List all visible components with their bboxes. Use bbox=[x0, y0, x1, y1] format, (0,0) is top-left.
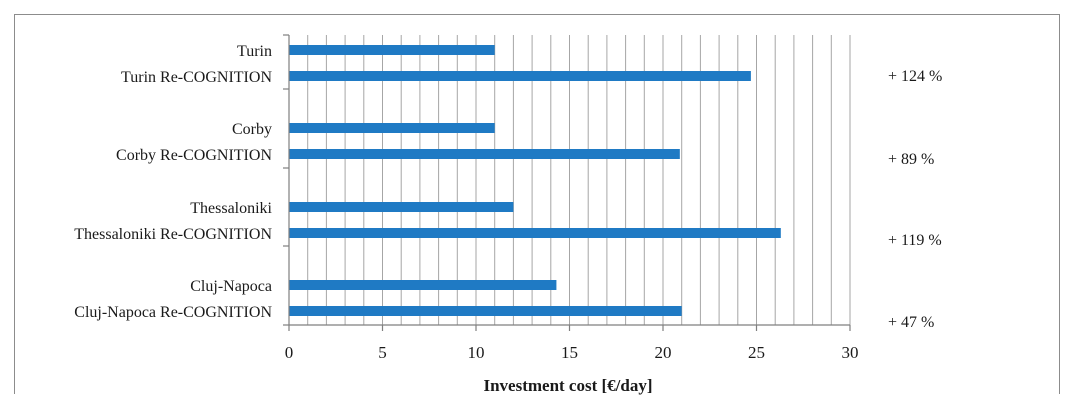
x-tick-label: 20 bbox=[655, 343, 672, 362]
category-label: Turin bbox=[237, 43, 272, 60]
percent-annotation: + 119 % bbox=[888, 232, 942, 249]
axes bbox=[283, 34, 851, 331]
bar bbox=[289, 306, 682, 316]
category-label: Corby Re-COGNITION bbox=[116, 147, 272, 164]
chart-frame bbox=[14, 14, 1060, 394]
bar bbox=[289, 280, 557, 290]
bar bbox=[289, 202, 514, 212]
bar bbox=[289, 45, 495, 55]
gridlines bbox=[307, 35, 851, 325]
category-label: Thessaloniki Re-COGNITION bbox=[74, 226, 272, 243]
annotations: + 124 % + 89 % + 119 % + 47 % bbox=[888, 68, 942, 331]
x-tick-label: 25 bbox=[748, 343, 765, 362]
bar bbox=[289, 123, 495, 133]
bar bbox=[289, 71, 751, 81]
x-tick-label: 30 bbox=[842, 343, 859, 362]
bar bbox=[289, 228, 781, 238]
category-labels: Turin Turin Re-COGNITION Corby Corby Re-COG… bbox=[74, 43, 272, 321]
bar bbox=[289, 149, 680, 159]
category-label: Thessaloniki bbox=[190, 200, 272, 217]
category-label: Cluj-Napoca bbox=[190, 278, 272, 295]
x-tick-label: 5 bbox=[378, 343, 387, 362]
x-tick-labels: 0 5 10 15 20 25 30 bbox=[285, 343, 859, 362]
bars bbox=[289, 45, 781, 316]
percent-annotation: + 124 % bbox=[888, 68, 942, 85]
category-label: Cluj-Napoca Re-COGNITION bbox=[74, 304, 272, 321]
x-tick-label: 0 bbox=[285, 343, 294, 362]
x-tick-label: 15 bbox=[561, 343, 578, 362]
category-label: Turin Re-COGNITION bbox=[121, 69, 272, 86]
percent-annotation: + 47 % bbox=[888, 314, 934, 331]
x-axis-title: Investment cost [€/day] bbox=[483, 376, 652, 395]
category-label: Corby bbox=[232, 121, 272, 138]
x-tick-label: 10 bbox=[468, 343, 485, 362]
percent-annotation: + 89 % bbox=[888, 151, 934, 168]
